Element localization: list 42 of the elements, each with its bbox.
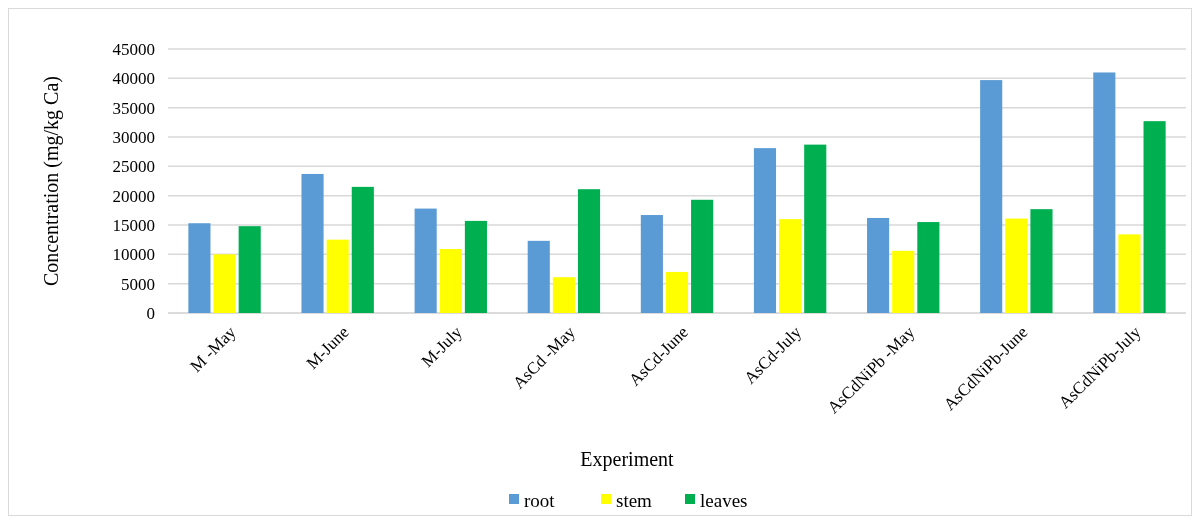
y-tick-label: 35000 [112, 98, 155, 118]
y-tick-label: 45000 [112, 39, 155, 59]
bar [804, 144, 827, 313]
bar [464, 220, 487, 313]
bar [665, 271, 689, 313]
y-tick-label: 30000 [112, 127, 155, 147]
bar [326, 239, 349, 313]
bar [439, 249, 462, 313]
bar [414, 208, 437, 313]
x-axis-title: Experiment [580, 448, 675, 471]
bar [577, 189, 601, 313]
bar [867, 217, 890, 313]
bar [917, 222, 940, 313]
bar [753, 148, 777, 313]
bar [188, 223, 211, 313]
bar [892, 250, 915, 313]
bar [213, 254, 236, 313]
y-tick-label: 0 [146, 303, 155, 323]
y-tick-label: 40000 [112, 69, 155, 89]
y-tick-label: 20000 [112, 186, 155, 206]
legend-label: leaves [700, 489, 748, 511]
bar [640, 215, 663, 313]
bar [351, 186, 374, 313]
bar [238, 226, 261, 313]
bar [1143, 121, 1166, 313]
y-axis-title: Concentration (mg/kg Ca) [40, 76, 63, 286]
y-tick-label: 15000 [112, 215, 155, 235]
y-tick-label: 5000 [121, 274, 155, 294]
bar [301, 173, 324, 313]
bar [1030, 209, 1053, 313]
bar [980, 80, 1003, 313]
bar [552, 277, 575, 313]
bar [779, 219, 802, 313]
legend-label: root [524, 489, 556, 511]
legend-label: stem [616, 489, 653, 511]
bar [1005, 218, 1028, 313]
bar [1118, 234, 1141, 313]
bar [1093, 72, 1116, 313]
y-tick-label: 10000 [112, 245, 155, 265]
y-tick-label: 25000 [112, 157, 155, 177]
bar [691, 199, 714, 313]
bar [527, 240, 550, 313]
